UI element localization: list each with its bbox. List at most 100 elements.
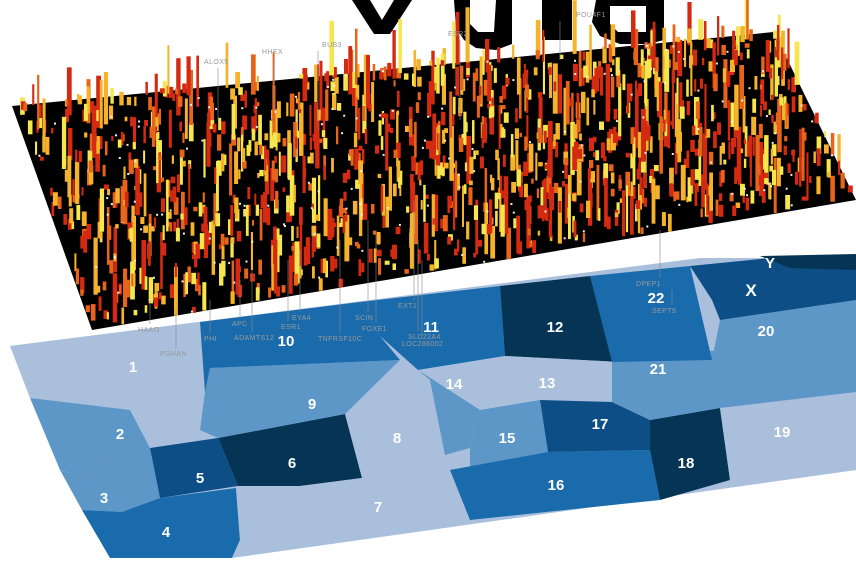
heat-bar (749, 136, 752, 187)
heat-bar (90, 101, 95, 107)
heat-bar (519, 78, 522, 119)
heat-bar (516, 215, 520, 253)
heat-bar (384, 260, 390, 265)
heat-bar (671, 78, 674, 129)
heat-bar (648, 42, 652, 49)
heat-bar (510, 154, 515, 171)
heat-bar (176, 174, 180, 193)
heat-bar (497, 158, 500, 180)
heat-bar (576, 93, 580, 120)
heat-dot (233, 281, 236, 284)
heat-bar (694, 188, 698, 206)
heat-dot (152, 276, 155, 279)
heat-bar (537, 230, 541, 236)
heat-bar (191, 272, 197, 285)
heat-bar (434, 194, 439, 232)
heat-dot (378, 114, 381, 117)
heat-bar (593, 100, 596, 115)
heat-bar (399, 184, 402, 196)
heat-bar (616, 202, 620, 214)
heat-bar (719, 146, 722, 165)
heat-bar (494, 192, 499, 209)
heat-bar (782, 103, 786, 121)
heat-bar (499, 177, 502, 232)
heat-bar (178, 96, 183, 107)
heat-bar (791, 77, 796, 93)
heat-bar (639, 195, 642, 210)
heat-bar (203, 224, 208, 259)
heat-bar (61, 116, 67, 169)
heat-bar (427, 93, 432, 118)
gene-label-haao: HAAO (138, 327, 160, 334)
heat-dot (611, 74, 613, 77)
heat-bar (438, 120, 441, 155)
heat-dot (586, 76, 589, 78)
heat-bar (234, 151, 239, 184)
heat-bar (644, 136, 647, 188)
heat-bar (708, 210, 713, 223)
heat-dot (785, 187, 788, 190)
heat-bar (162, 225, 165, 241)
heat-bar (491, 89, 494, 98)
heat-dot (239, 202, 241, 205)
heat-bar (602, 46, 607, 64)
heat-bar (749, 29, 753, 42)
heat-bar (397, 160, 401, 169)
heat-dot (387, 207, 390, 209)
heat-bar (449, 91, 453, 138)
heat-bar (531, 178, 534, 184)
heat-bar (582, 51, 585, 61)
heat-bar (23, 103, 28, 112)
heat-bar (827, 172, 831, 178)
heat-bar (802, 103, 807, 111)
heat-bar (372, 230, 377, 235)
chromosome-region-19 (720, 392, 856, 480)
heat-bar (414, 195, 418, 245)
gene-label-pou4f1: POU4F1 (576, 12, 606, 19)
heat-bar (156, 133, 159, 184)
heat-bar (490, 65, 493, 71)
heat-bar (535, 152, 538, 181)
chromosome-label-19: 19 (774, 424, 791, 441)
heat-bar (783, 145, 787, 156)
heat-bar (230, 237, 235, 244)
heat-bar (690, 41, 693, 96)
heat-bar (332, 95, 337, 110)
heat-bar (140, 217, 145, 224)
heat-bar (757, 165, 761, 175)
heat-bar (476, 95, 482, 105)
heat-bar (411, 156, 416, 172)
heat-bar (282, 138, 287, 147)
heat-bar (687, 2, 692, 46)
heat-bar (435, 155, 441, 165)
heat-bar (576, 150, 582, 196)
heat-dot (137, 125, 140, 128)
heat-bar (622, 190, 626, 237)
heat-bar (130, 116, 134, 127)
heat-bar (259, 209, 263, 241)
heat-bar (472, 72, 476, 102)
heat-dot (317, 190, 320, 193)
heat-bar (543, 179, 547, 188)
heat-bar (625, 171, 631, 196)
heat-bar (319, 60, 323, 118)
heat-bar (561, 180, 566, 187)
gene-label-slc22a4: SLC22A4 (408, 334, 441, 341)
heat-bar (119, 91, 124, 106)
heat-bar (42, 98, 46, 153)
heat-bar (354, 84, 360, 100)
heat-bar (39, 156, 44, 161)
heat-dot (510, 203, 513, 205)
heat-bar (134, 96, 137, 106)
heat-dot (790, 173, 793, 176)
heat-bar (595, 150, 600, 161)
heat-bar (712, 42, 716, 88)
heat-bar (500, 190, 504, 199)
heat-bar (27, 120, 33, 135)
heat-bar (271, 160, 275, 180)
heat-dot (762, 70, 764, 73)
heat-bar (413, 50, 417, 87)
heat-bar (709, 172, 713, 211)
heat-bar (432, 113, 437, 160)
heat-bar (694, 183, 699, 192)
